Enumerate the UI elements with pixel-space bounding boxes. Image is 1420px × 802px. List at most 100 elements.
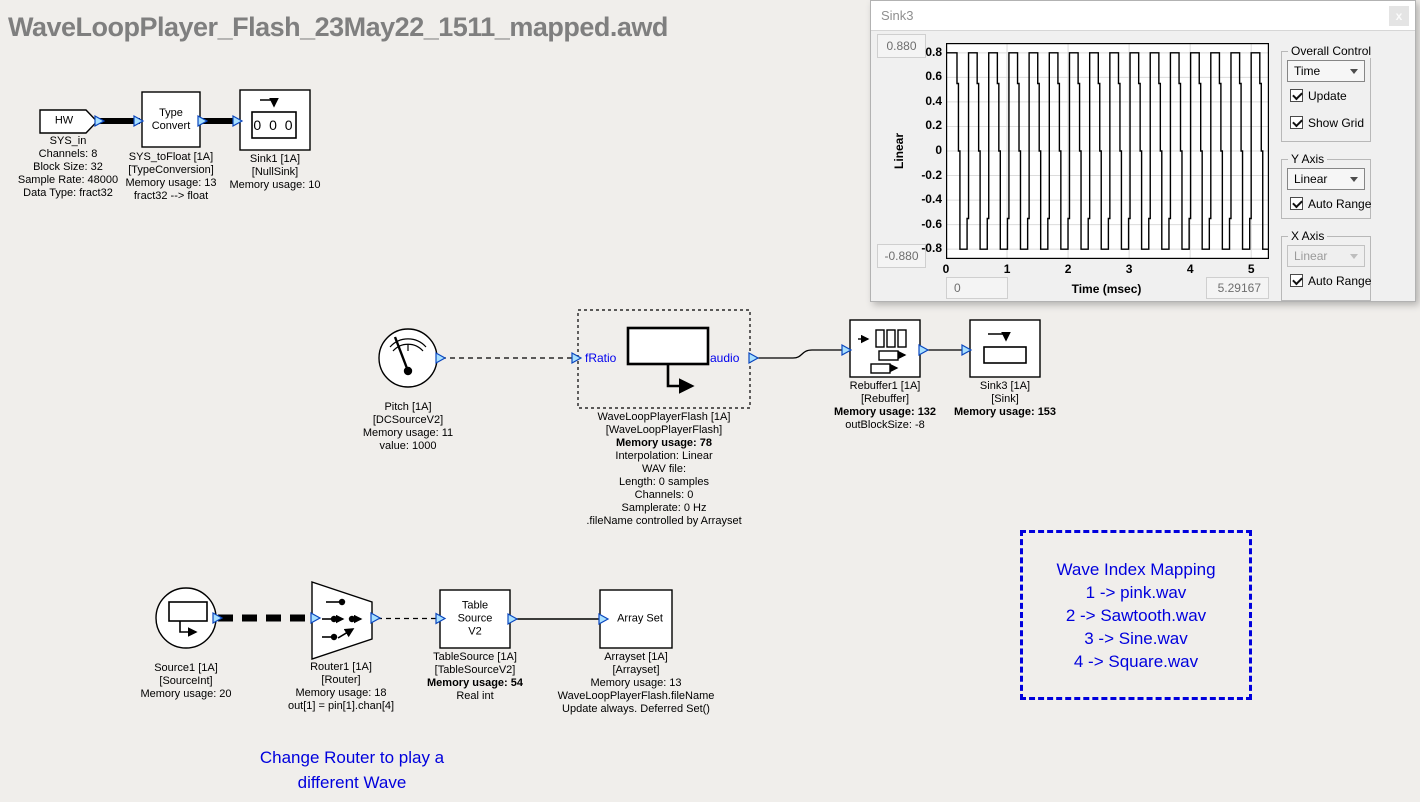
group-overall-control: Overall Control Time Update Show Grid xyxy=(1281,44,1375,142)
caption-source1: Source1 [1A] [SourceInt] Memory usage: 20 xyxy=(140,662,231,701)
y-auto-range-label: Auto Range xyxy=(1308,197,1372,211)
caption-line: Pitch [1A] xyxy=(384,401,432,413)
tablesource-block-label: Table Source V2 xyxy=(457,599,493,638)
caption-line: Memory usage: 20 xyxy=(140,688,232,700)
chevron-down-icon xyxy=(1350,254,1358,259)
x-axis-scale-dropdown[interactable]: Linear xyxy=(1287,245,1365,267)
port-icon xyxy=(133,114,145,128)
group-y-axis-label: Y Axis xyxy=(1288,152,1328,166)
caption-line: Channels: 0 xyxy=(634,489,694,501)
port-icon xyxy=(94,114,106,128)
x-tick-label: 3 xyxy=(1125,262,1133,276)
caption-line: TableSource [1A] xyxy=(433,651,517,663)
plot-border xyxy=(946,43,1269,259)
port-icon xyxy=(232,114,244,128)
port-icon xyxy=(841,343,853,357)
caption-line: SYS_toFloat [1A] xyxy=(128,151,214,163)
show-grid-checkbox[interactable]: Show Grid xyxy=(1290,116,1364,130)
caption-line: [WaveLoopPlayerFlash] xyxy=(605,424,723,436)
block-router1[interactable] xyxy=(311,581,373,660)
y-tick-label: -0.8 xyxy=(921,241,942,256)
x-max-input[interactable]: 5.29167 xyxy=(1206,277,1269,299)
checkmark-icon xyxy=(1290,197,1303,210)
caption-line: Sink3 [1A] xyxy=(979,380,1031,392)
x-tick-label: 1 xyxy=(1003,262,1011,276)
caption-line: Memory usage: 13 xyxy=(125,177,217,189)
overall-control-dropdown[interactable]: Time xyxy=(1287,60,1365,82)
chevron-down-icon xyxy=(1350,69,1358,74)
port-icon xyxy=(310,611,322,625)
y-axis-scale-value: Linear xyxy=(1294,172,1328,186)
caption-line: Source1 [1A] xyxy=(154,662,218,674)
caption-arrayset: Arrayset [1A] [Arrayset] Memory usage: 13 W… xyxy=(558,651,715,716)
caption-line: [Router] xyxy=(321,674,361,686)
block-tablesource[interactable] xyxy=(439,589,511,649)
y-auto-range-checkbox[interactable]: Auto Range xyxy=(1290,197,1371,211)
caption-line: outBlockSize: -8 xyxy=(845,419,925,431)
caption-line: Memory usage: 78 xyxy=(616,437,712,449)
sink3-scope-window: Sink3 x 0.880 -0.880 Linear 0.8 0.6 0.4 0.2… xyxy=(870,0,1416,302)
scope-titlebar[interactable]: Sink3 x xyxy=(871,1,1415,31)
y-axis-scale-dropdown[interactable]: Linear xyxy=(1287,168,1365,190)
caption-line: [Sink] xyxy=(991,393,1019,405)
y-min-input[interactable]: -0.880 xyxy=(877,244,926,268)
wire-audio-rebuffer xyxy=(753,349,845,359)
caption-line: WAV file: xyxy=(641,463,687,475)
caption-line: Channels: 8 xyxy=(38,148,98,160)
group-x-axis: X Axis Linear Auto Range xyxy=(1281,229,1371,301)
caption-line: [NullSink] xyxy=(251,166,299,178)
caption-line: WaveLoopPlayerFlash [1A] xyxy=(597,411,731,423)
caption-line: Rebuffer1 [1A] xyxy=(849,380,921,392)
y-max-input[interactable]: 0.880 xyxy=(877,34,926,58)
y-tick-label: 0.2 xyxy=(925,118,942,133)
y-axis-scale-label: Linear xyxy=(892,132,906,170)
group-y-axis: Y Axis Linear Auto Range xyxy=(1281,152,1371,219)
block-waveloopplayerflash[interactable] xyxy=(577,309,751,409)
caption-line: Real int xyxy=(456,690,494,702)
update-checkbox-label: Update xyxy=(1308,89,1347,103)
scope-window-title: Sink3 xyxy=(881,8,914,23)
page-title: WaveLoopPlayer_Flash_23May22_1511_mapped… xyxy=(8,12,668,42)
update-checkbox[interactable]: Update xyxy=(1290,89,1347,103)
caption-line: Sample Rate: 48000 xyxy=(17,174,119,186)
caption-line: different Wave xyxy=(297,773,407,792)
router-icon xyxy=(322,598,363,641)
caption-sys-in: SYS_in Channels: 8 Block Size: 32 Sample Ra… xyxy=(18,135,118,200)
x-min-input[interactable]: 0 xyxy=(946,277,1008,299)
port-icon xyxy=(435,351,447,365)
caption-rebuffer1: Rebuffer1 [1A] [Rebuffer] Memory usage: 13… xyxy=(834,380,936,432)
checkmark-icon xyxy=(1290,274,1303,287)
caption-line: 2 -> Sawtooth.wav xyxy=(1065,605,1207,625)
block-sys-in[interactable] xyxy=(39,109,98,134)
block-arrayset[interactable] xyxy=(599,589,673,649)
caption-line: [Rebuffer] xyxy=(860,393,910,405)
x-auto-range-checkbox[interactable]: Auto Range xyxy=(1290,274,1371,288)
sink-icon xyxy=(983,332,1027,364)
x-tick-label: 4 xyxy=(1186,262,1194,276)
close-icon[interactable]: x xyxy=(1389,6,1409,26)
block-sink3[interactable] xyxy=(969,319,1041,378)
caption-line: Memory usage: 18 xyxy=(295,687,387,699)
hw-block-label: HW xyxy=(54,114,74,127)
wave-index-mapping-note: Wave Index Mapping 1 -> pink.wav 2 -> Sawt… xyxy=(1020,530,1252,700)
x-tick-label: 5 xyxy=(1247,262,1255,276)
y-tick-label: -0.4 xyxy=(921,192,942,207)
caption-line: Router1 [1A] xyxy=(310,661,372,673)
source-icon xyxy=(168,601,208,637)
caption-line: Interpolation: Linear xyxy=(615,450,713,462)
waveform-trace xyxy=(946,52,1269,250)
caption-sink3: Sink3 [1A] [Sink] Memory usage: 153 xyxy=(954,380,1056,419)
checkmark-icon xyxy=(1290,116,1303,129)
show-grid-checkbox-label: Show Grid xyxy=(1308,116,1365,130)
caption-line: Update always. Deferred Set() xyxy=(562,703,710,715)
caption-line: Arrayset [1A] xyxy=(604,651,668,663)
block-rebuffer1[interactable] xyxy=(849,319,921,378)
block-source1[interactable] xyxy=(155,587,217,649)
block-pitch[interactable] xyxy=(378,328,438,388)
caption-line: [SourceInt] xyxy=(159,675,213,687)
port-icon xyxy=(598,612,610,626)
group-x-axis-label: X Axis xyxy=(1288,229,1328,243)
y-tick-label: 0.6 xyxy=(925,69,942,84)
caption-line: value: 1000 xyxy=(379,440,437,452)
y-tick-label: 0.4 xyxy=(925,93,942,108)
